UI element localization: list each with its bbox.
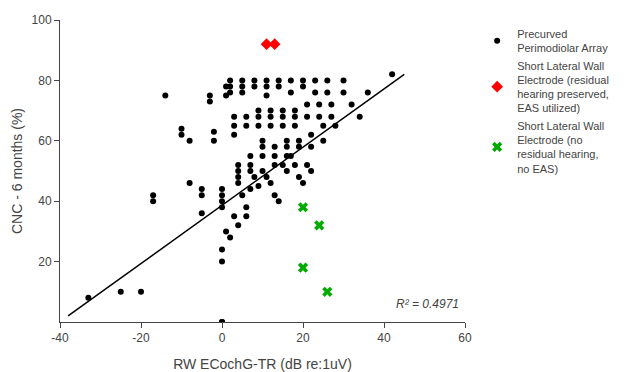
- svg-text:Short Lateral WallElectrode (r: Short Lateral WallElectrode (residualhea…: [517, 60, 609, 115]
- svg-text:20: 20: [38, 255, 52, 269]
- svg-text:RW ECochG-TR (dB re:1uV): RW ECochG-TR (dB re:1uV): [173, 356, 352, 372]
- svg-text:60: 60: [38, 134, 52, 148]
- svg-text:CNC - 6 months (%): CNC - 6 months (%): [9, 108, 25, 234]
- svg-text:40: 40: [377, 331, 391, 345]
- svg-text:0: 0: [219, 331, 226, 345]
- svg-text:80: 80: [38, 74, 52, 88]
- svg-text:PrecurvedPerimodiolar Array: PrecurvedPerimodiolar Array: [517, 28, 608, 54]
- svg-text:20: 20: [296, 331, 310, 345]
- svg-text:-20: -20: [132, 331, 150, 345]
- svg-text:R² = 0.4971: R² = 0.4971: [396, 297, 459, 311]
- svg-text:100: 100: [32, 13, 52, 27]
- svg-text:-40: -40: [51, 331, 69, 345]
- svg-text:60: 60: [458, 331, 472, 345]
- svg-text:40: 40: [38, 194, 52, 208]
- svg-text:Short Lateral WallElectrode (n: Short Lateral WallElectrode (noresidual …: [517, 120, 604, 175]
